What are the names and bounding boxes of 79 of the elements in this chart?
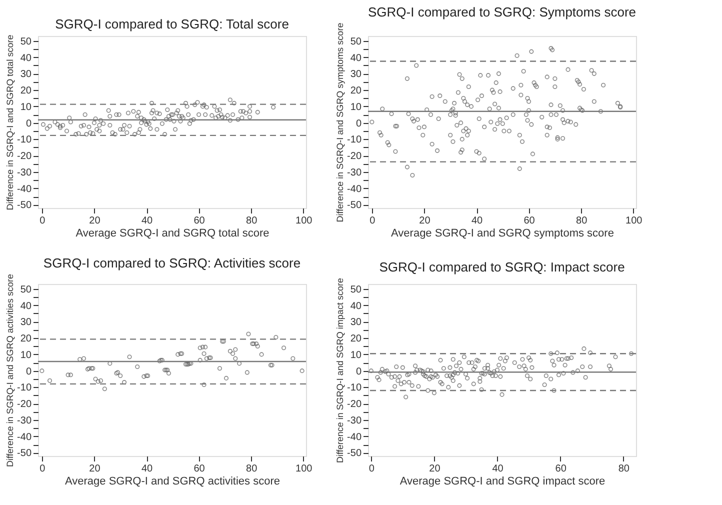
y-tick-label: 30 <box>350 317 362 328</box>
y-axis-title: Difference in SGRQ-I and SGRQ symptoms score <box>335 22 346 222</box>
y-tick-label: 50 <box>20 36 32 48</box>
x-tick-label: 60 <box>194 464 206 474</box>
x-tick-label: 40 <box>492 464 504 474</box>
x-axis-title: Average SGRQ-I and SGRQ total score <box>76 228 270 240</box>
y-tick-label: -40 <box>17 432 32 443</box>
y-tick-label: -10 <box>347 134 362 146</box>
x-tick-label: 60 <box>194 216 206 226</box>
y-tick-label: -40 <box>17 184 32 195</box>
y-tick-label: -30 <box>17 415 32 426</box>
x-tick-label: 80 <box>576 216 588 226</box>
y-tick-label: -30 <box>17 167 32 178</box>
y-tick-label: 10 <box>20 102 32 113</box>
x-tick-label: 0 <box>368 464 375 474</box>
y-tick-label: 10 <box>20 350 32 361</box>
x-tick-label: 0 <box>40 464 46 474</box>
x-tick-label: 40 <box>141 216 154 226</box>
y-tick-label: -20 <box>17 151 32 162</box>
y-tick-label: 10 <box>350 350 362 361</box>
x-tick-label: 100 <box>296 464 313 474</box>
y-tick-label: -50 <box>17 200 32 212</box>
y-tick-label: 20 <box>350 334 362 345</box>
y-tick-label: 40 <box>20 52 32 64</box>
y-tick-label: -50 <box>17 448 32 460</box>
y-axis-title: Difference in SGRQ-I and SGRQ impact score <box>335 278 346 463</box>
x-tick-label: 100 <box>296 216 313 226</box>
y-tick-label: 10 <box>350 102 362 113</box>
y-axis-title: Difference in SGRQ-I and SGRQ total score <box>5 34 16 210</box>
y-tick-label: 0 <box>356 366 362 378</box>
y-tick-label: -10 <box>17 382 32 394</box>
x-tick-label: 60 <box>555 464 567 474</box>
y-tick-label: 0 <box>26 366 32 378</box>
y-tick-label: -50 <box>347 448 362 460</box>
x-tick-label: 20 <box>419 216 431 226</box>
x-axis-title: Average SGRQ-I and SGRQ symptoms score <box>391 228 614 240</box>
y-tick-label: 0 <box>356 118 362 130</box>
chart-title: SGRQ-I compared to SGRQ: Symptoms score <box>368 4 636 20</box>
x-tick-label: 20 <box>89 464 101 474</box>
chart-title: SGRQ-I compared to SGRQ: Impact score <box>379 260 625 275</box>
x-tick-label: 20 <box>429 464 441 474</box>
y-tick-label: -40 <box>347 432 362 443</box>
y-tick-label: 20 <box>20 334 32 345</box>
x-tick-label: 80 <box>246 464 258 474</box>
y-tick-label: -20 <box>347 151 362 162</box>
y-tick-label: 40 <box>350 52 362 64</box>
x-tick-label: 80 <box>246 216 258 226</box>
chart-title: SGRQ-I compared to SGRQ: Activities score <box>43 256 301 271</box>
chart-title: SGRQ-I compared to SGRQ: Total score <box>55 16 289 32</box>
x-tick-label: 40 <box>471 216 484 226</box>
x-tick-label: 0 <box>370 216 376 226</box>
x-tick-label: 20 <box>89 216 101 226</box>
y-axis-title: Difference in SGRQ-I and SGRQ activities score <box>5 274 16 467</box>
x-axis-title: Average SGRQ-I and SGRQ activities score <box>65 476 280 488</box>
y-tick-label: 30 <box>20 69 32 80</box>
x-tick-label: 60 <box>524 216 536 226</box>
y-tick-label: -30 <box>347 415 362 426</box>
x-tick-label: 0 <box>40 216 46 226</box>
x-tick-label: 40 <box>141 464 154 474</box>
y-tick-label: -50 <box>347 200 362 212</box>
y-tick-label: 30 <box>20 317 32 328</box>
y-tick-label: 30 <box>350 69 362 80</box>
y-tick-label: 50 <box>350 36 362 48</box>
y-tick-label: -20 <box>17 399 32 410</box>
y-tick-label: -10 <box>17 134 32 146</box>
x-tick-label: 80 <box>618 464 630 474</box>
y-tick-label: 40 <box>350 300 362 312</box>
y-tick-label: 20 <box>20 86 32 97</box>
y-tick-label: -40 <box>347 184 362 195</box>
y-tick-label: 40 <box>20 300 32 312</box>
y-tick-label: -10 <box>347 382 362 394</box>
x-axis-title: Average SGRQ-I and SGRQ impact score <box>400 476 606 488</box>
y-tick-label: 0 <box>26 118 32 130</box>
y-tick-label: 50 <box>350 284 362 296</box>
y-tick-label: 50 <box>20 284 32 296</box>
x-tick-label: 100 <box>626 216 643 226</box>
y-tick-label: 20 <box>350 86 362 97</box>
y-tick-label: -30 <box>347 167 362 178</box>
y-tick-label: -20 <box>347 399 362 410</box>
